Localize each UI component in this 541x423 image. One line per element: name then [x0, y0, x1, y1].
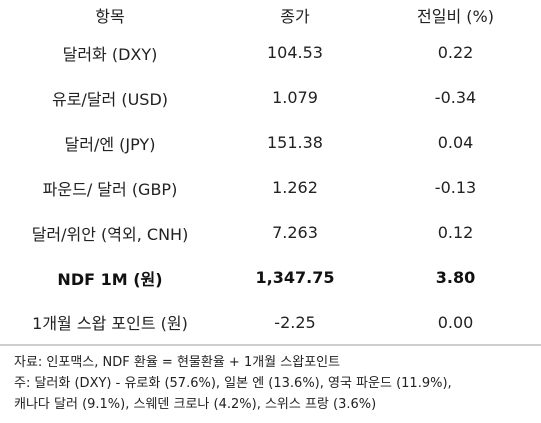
row-name: NDF 1M (원)	[57, 269, 163, 289]
row-name: 1개월 스왑 포인트 (원)	[32, 314, 188, 333]
header-close: 종가	[280, 7, 310, 26]
row-change: 0.04	[437, 133, 474, 152]
table-row: 달러/엔 (JPY) 151.38 0.04	[0, 120, 541, 165]
weight-note-line2: 캐나다 달러 (9.1%), 스웨덴 크로나 (4.2%), 스위스 프랑 (3…	[14, 397, 377, 412]
header-change: 전일비 (%)	[417, 7, 494, 26]
row-close: -2.25	[274, 312, 316, 332]
table-row: 달러화 (DXY) 104.53 0.22	[0, 30, 541, 75]
row-change: 0.22	[437, 43, 474, 62]
table-row: 달러/위안 (역외, CNH) 7.263 0.12	[0, 210, 541, 255]
row-close: 1.262	[272, 178, 318, 197]
footnotes: 자료: 인포맥스, NDF 환율 = 현물환율 + 1개월 스왑포인트 주: 달…	[14, 352, 539, 415]
table-row: 1개월 스왑 포인트 (원) -2.25 0.00	[0, 300, 541, 345]
table-header-row: 항목 종가 전일비 (%)	[0, 0, 541, 30]
row-change: 0.00	[437, 312, 474, 332]
weight-note-line1: 주: 달러화 (DXY) - 유로화 (57.6%), 일본 엔 (13.6%)…	[14, 376, 452, 391]
table-row: 파운드/ 달러 (GBP) 1.262 -0.13	[0, 165, 541, 210]
row-name: 달러/엔 (JPY)	[64, 134, 156, 154]
row-name: 달러/위안 (역외, CNH)	[31, 224, 189, 244]
row-name: 유로/달러 (USD)	[51, 89, 169, 109]
table-row: 유로/달러 (USD) 1.079 -0.34	[0, 75, 541, 120]
row-close: 104.53	[267, 43, 323, 62]
row-change: 0.12	[437, 223, 474, 242]
row-change: 3.80	[435, 268, 476, 287]
row-close: 7.263	[272, 223, 318, 242]
source-note: 자료: 인포맥스, NDF 환율 = 현물환율 + 1개월 스왑포인트	[14, 355, 341, 370]
row-close: 1.079	[272, 88, 318, 107]
fx-table: 항목 종가 전일비 (%) 달러화 (DXY) 104.53 0.22 유로/달…	[0, 0, 541, 345]
row-name: 파운드/ 달러 (GBP)	[42, 179, 178, 199]
table-row-highlight: NDF 1M (원) 1,347.75 3.80	[0, 255, 541, 300]
row-name: 달러화 (DXY)	[62, 44, 158, 64]
row-change: -0.13	[434, 178, 477, 197]
row-close: 1,347.75	[255, 268, 335, 287]
header-item: 항목	[95, 7, 125, 26]
row-change: -0.34	[434, 88, 477, 107]
row-close: 151.38	[267, 133, 323, 152]
